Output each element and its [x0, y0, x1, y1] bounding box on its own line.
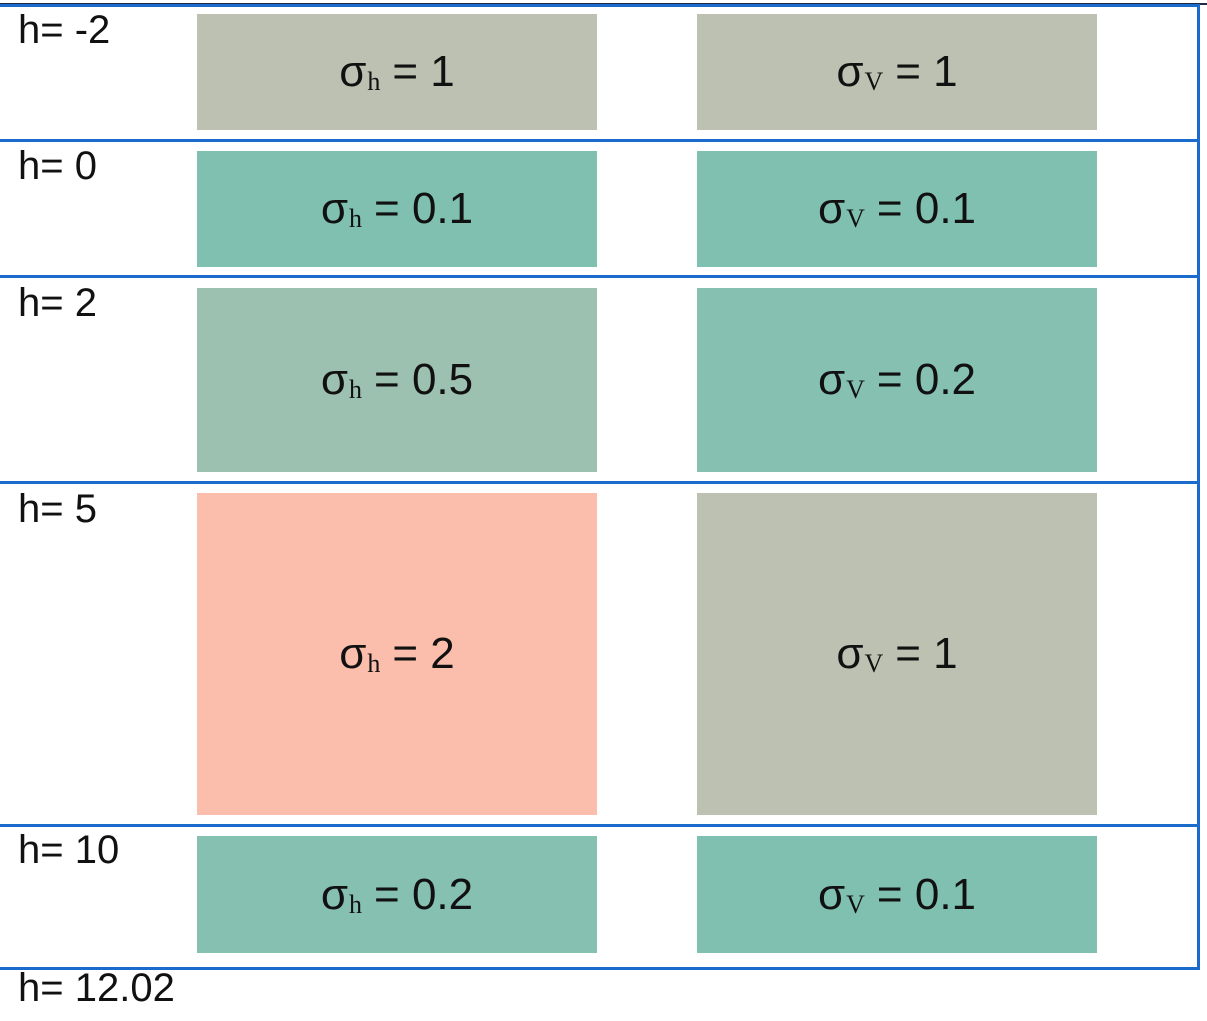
sigma-symbol: σ [339, 629, 367, 678]
sigma-subscript: V [846, 375, 865, 404]
layer-divider [0, 481, 1200, 484]
sigma-value: = 1 [895, 47, 958, 96]
sigma-symbol: σ [836, 47, 864, 96]
sigma-subscript: V [864, 649, 884, 678]
layer-divider [0, 824, 1200, 827]
sigma-subscript: h [349, 889, 363, 919]
sigma-value: = 1 [392, 47, 455, 96]
sigma-value: = 0.2 [876, 355, 977, 404]
sigma-symbol: σ [836, 629, 864, 678]
sigma-symbol: σ [817, 184, 846, 233]
layer-stack-frame [0, 4, 1200, 970]
sigma-symbol: σ [817, 869, 846, 919]
sigma-subscript: h [349, 204, 363, 233]
sigma-subscript: h [367, 649, 381, 678]
sigma-subscript: V [846, 204, 865, 233]
sigma-value: = 1 [895, 629, 958, 678]
layer-divider [0, 139, 1200, 142]
layer-divider [0, 275, 1200, 278]
layer-depth-label: h= 10 [18, 828, 120, 872]
bottom-depth-label: h= 12.02 [18, 966, 175, 1010]
sigma-value: = 0.1 [374, 184, 474, 233]
layer-depth-label: h= -2 [18, 8, 111, 52]
layer-depth-label: h= 5 [18, 487, 97, 531]
sigma-value: = 0.5 [374, 355, 474, 404]
sigma-subscript: V [846, 889, 865, 919]
sigma-subscript: V [864, 67, 884, 96]
sigma-symbol: σ [817, 355, 846, 404]
sigma-value: = 0.1 [876, 184, 977, 233]
sigma-subscript: h [349, 375, 363, 404]
sigma-subscript: h [367, 67, 381, 96]
sigma-symbol: σ [320, 355, 349, 404]
sigma-symbol: σ [320, 184, 349, 233]
sigma-symbol: σ [339, 47, 367, 96]
sigma-value: = 0.1 [876, 869, 977, 919]
sigma-symbol: σ [320, 869, 349, 919]
sigma-value: = 0.2 [374, 869, 474, 919]
layer-depth-label: h= 0 [18, 144, 97, 188]
sigma-value: = 2 [392, 629, 455, 678]
layer-depth-label: h= 2 [18, 281, 97, 325]
